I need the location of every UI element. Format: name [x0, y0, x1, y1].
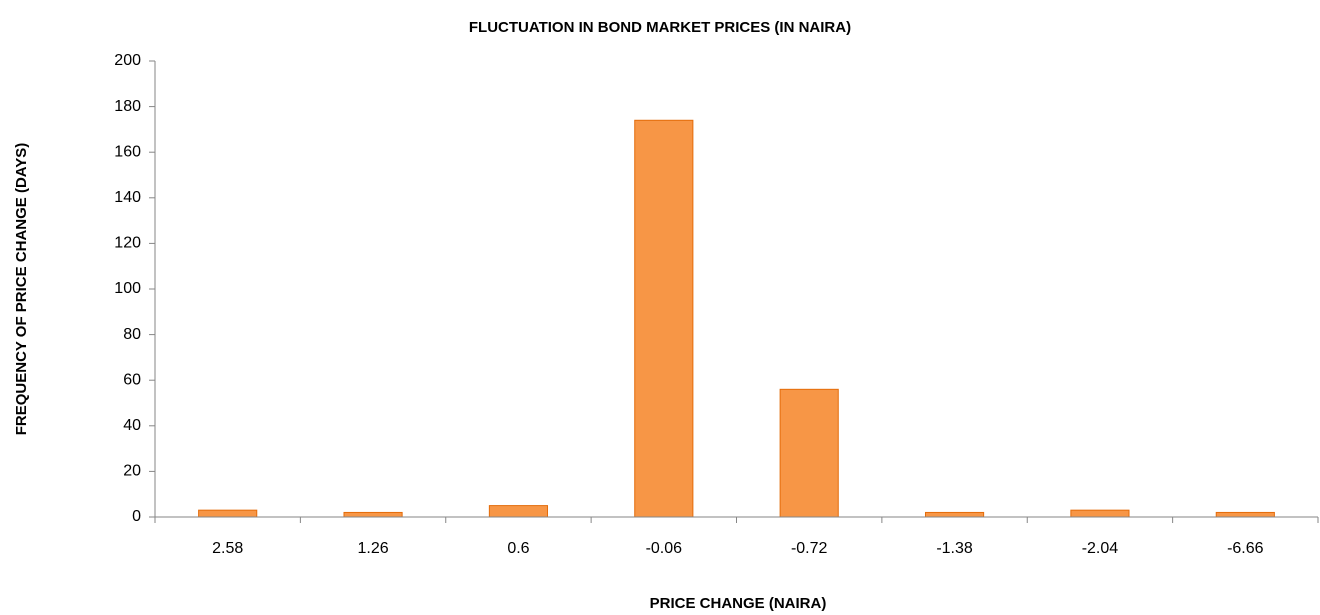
x-axis-title: PRICE CHANGE (NAIRA): [650, 595, 827, 612]
bar: [779, 388, 839, 518]
x-tick-label: 0.6: [507, 540, 529, 557]
y-tick-label: 60: [123, 371, 141, 388]
bar: [488, 505, 549, 518]
bar: [634, 119, 694, 518]
y-tick-label: 140: [114, 189, 141, 206]
bar: [1215, 511, 1275, 518]
y-tick-label: 40: [123, 417, 141, 434]
y-tick-label: 200: [114, 52, 141, 69]
y-tick-label: 120: [114, 235, 141, 252]
x-tick-label: -0.06: [646, 540, 683, 557]
y-tick-label: 100: [114, 280, 141, 297]
bar: [1070, 509, 1130, 518]
x-tick-label: 2.58: [212, 540, 243, 557]
x-tick-label: -0.72: [791, 540, 828, 557]
bar: [343, 511, 403, 518]
bar: [198, 509, 258, 518]
y-tick-label: 180: [114, 98, 141, 115]
x-tick-label: 1.26: [357, 540, 388, 557]
chart-title: FLUCTUATION IN BOND MARKET PRICES (IN NA…: [469, 19, 851, 36]
y-tick-label: 0: [132, 508, 141, 525]
x-tick-label: -1.38: [936, 540, 973, 557]
x-tick-label: -2.04: [1082, 540, 1119, 557]
y-tick-label: 20: [123, 463, 141, 480]
y-tick-label: 160: [114, 143, 141, 160]
y-tick-label: 80: [123, 326, 141, 343]
x-tick-label: -6.66: [1227, 540, 1264, 557]
bar: [924, 511, 985, 518]
y-axis-title: FREQUENCY OF PRICE CHANGE (DAYS): [13, 143, 30, 436]
